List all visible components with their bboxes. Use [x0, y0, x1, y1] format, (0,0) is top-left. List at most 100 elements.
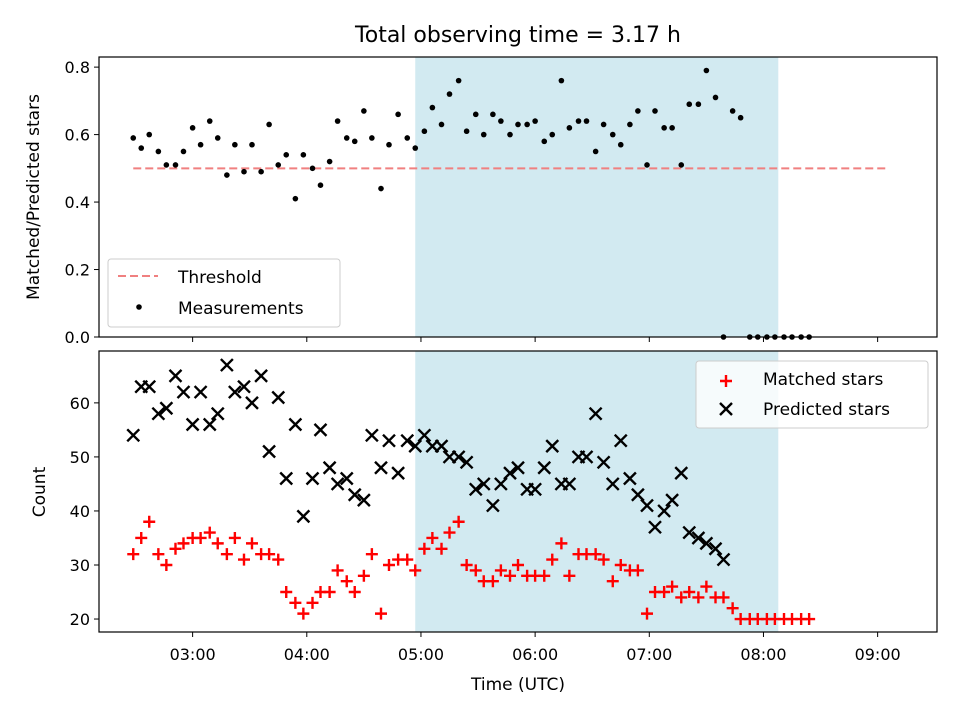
predicted-star-point: [374, 460, 388, 475]
matched-star-point: [143, 515, 156, 528]
predicted-star-point: [202, 417, 217, 432]
measurement-point: [695, 101, 702, 108]
measurement-point: [300, 152, 307, 158]
y-tick-label: 0.0: [65, 328, 90, 347]
matched-star-point: [726, 602, 739, 615]
measurement-point: [172, 162, 179, 168]
predicted-star-point: [382, 433, 396, 448]
matched-star-point: [194, 531, 207, 544]
matched-star-point: [563, 569, 576, 582]
matched-star-point: [631, 564, 644, 577]
measurement-point: [197, 141, 204, 148]
predicted-star-point: [511, 460, 525, 475]
matched-star-point: [340, 575, 353, 588]
matched-star-point: [426, 531, 439, 544]
matched-star-point: [486, 575, 499, 588]
predicted-star-point: [588, 406, 603, 421]
predicted-star-point: [640, 498, 654, 513]
matched-star-point: [555, 537, 568, 550]
measurement-point: [455, 77, 462, 84]
measurement-point: [155, 148, 162, 155]
predicted-star-point: [357, 493, 371, 507]
top-axis-ticks: 0.0 0.2 0.4 0.6 0.8: [65, 58, 879, 347]
measurement-point: [309, 165, 316, 172]
matched-star-point: [374, 607, 387, 620]
bottom-axis-ticks: 03:00 04:00 05:00 06:00 07:00 08:00 09:00 20 30 4…: [70, 394, 901, 664]
predicted-star-point: [220, 358, 234, 372]
matched-star-point: [401, 553, 414, 566]
measurement-point: [275, 162, 282, 168]
matched-star-point: [289, 596, 302, 609]
measurement-point: [138, 145, 145, 151]
top-plot-frame: [98, 56, 938, 338]
y-tick-label: 0.8: [65, 58, 90, 77]
top-panel: 0.00.20.40.60.8 Matched/Predicted stars …: [24, 56, 938, 347]
predicted-star-point: [699, 536, 714, 551]
matched-star-point: [504, 569, 517, 582]
predicted-star-point: [296, 509, 311, 524]
matched-star-point: [803, 613, 816, 626]
predicted-star-point: [562, 477, 577, 491]
predicted-star-point: [322, 460, 337, 475]
y-tick-label: 20: [70, 610, 90, 629]
predicted-star-point: [210, 406, 225, 421]
measurement-point: [206, 118, 213, 124]
matched-star-point: [700, 580, 713, 593]
matched-star-point: [494, 564, 507, 577]
measurement-point: [575, 118, 582, 124]
measurement-point: [609, 131, 616, 138]
matched-star-point: [357, 569, 370, 582]
predicted-star-point: [596, 455, 611, 470]
predicted-star-point: [545, 439, 560, 453]
measurement-point: [163, 162, 170, 168]
predicted-star-point: [674, 466, 689, 480]
measurement-point: [507, 131, 513, 138]
measurement-point: [446, 91, 453, 97]
measurement-point: [652, 108, 658, 114]
measurement-point: [661, 125, 667, 131]
measurement-legend-marker: [136, 304, 142, 310]
measurement-point: [729, 108, 736, 114]
y-tick-label: 0.4: [65, 193, 90, 212]
y-tick-label: 30: [70, 556, 90, 575]
predicted-star-point: [537, 460, 552, 475]
y-tick-label: 60: [70, 394, 90, 413]
top-plot-marks: [130, 67, 890, 340]
top-y-axis-label: Matched/Predicted stars: [24, 94, 44, 300]
measurement-point: [189, 125, 196, 131]
predicted-star-point: [682, 525, 697, 540]
measurement-point: [635, 108, 641, 114]
predicted-star-point: [151, 406, 166, 421]
measurement-point: [472, 111, 479, 118]
predicted-star-point: [365, 428, 379, 443]
matched-star-point: [160, 558, 173, 571]
predicted-star-point: [347, 487, 362, 502]
x-tick-label: 08:00: [740, 645, 786, 664]
bottom-legend-box: [695, 360, 929, 429]
measurement-point: [686, 101, 693, 108]
matched-star-point: [666, 580, 679, 593]
matched-star-point: [263, 548, 276, 561]
measurement-point: [592, 148, 599, 155]
predicted-star-point: [451, 450, 466, 464]
matched-star-point: [306, 596, 319, 609]
measurement-point: [627, 121, 633, 128]
predicted-star-point: [313, 423, 328, 437]
matched-star-point: [297, 607, 310, 620]
predicted-star-point: [623, 471, 637, 486]
matched-star-point: [237, 553, 250, 566]
matched-legend-label: Matched stars: [763, 370, 883, 390]
matched-star-point: [418, 542, 431, 555]
predicted-star-point: [459, 455, 474, 470]
matched-star-point: [683, 586, 696, 599]
matched-star-point: [675, 591, 688, 604]
measurement-point: [214, 135, 221, 141]
matched-star-point: [452, 515, 465, 528]
matched-star-point: [177, 537, 190, 550]
measurement-point: [532, 118, 538, 124]
predicted-star-point: [665, 493, 679, 507]
predicted-legend-marker: [719, 402, 733, 416]
predicted-star-point: [237, 379, 251, 394]
measurement-point: [326, 158, 333, 165]
